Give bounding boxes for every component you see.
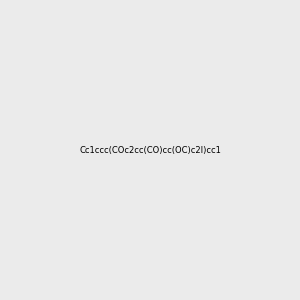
Text: Cc1ccc(COc2cc(CO)cc(OC)c2I)cc1: Cc1ccc(COc2cc(CO)cc(OC)c2I)cc1 <box>79 146 221 154</box>
